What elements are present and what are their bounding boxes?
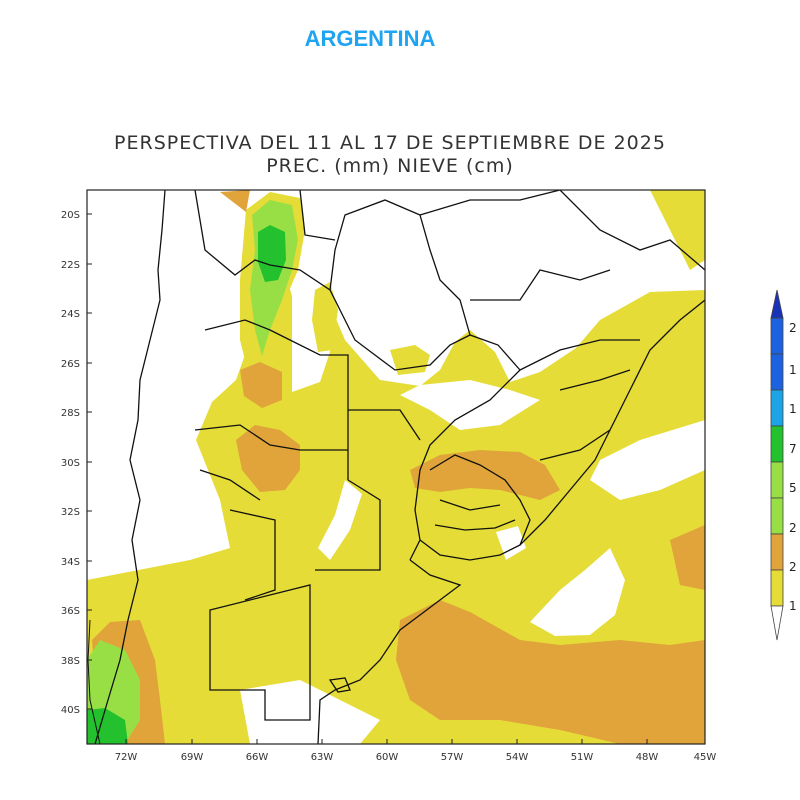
lat-label: 34S (61, 557, 80, 568)
legend-swatch (770, 497, 784, 535)
lat-label: 38S (61, 656, 80, 667)
legend-swatch (770, 425, 784, 463)
legend-label: 2 (789, 560, 797, 574)
lat-label: 26S (61, 359, 80, 370)
lon-label: 45W (694, 752, 717, 763)
lat-label: 36S (61, 606, 80, 617)
lat-label: 32S (61, 507, 80, 518)
legend-label: 7 (789, 442, 797, 456)
legend-label: 2 (789, 521, 797, 535)
lon-label: 60W (376, 752, 399, 763)
precip-zone-heavy (396, 600, 705, 744)
map-subtitle: PREC. (mm) NIEVE (cm) (266, 155, 514, 177)
legend-label: 5 (789, 481, 797, 495)
legend-label: 2 (789, 321, 797, 335)
map-title: PERSPECTIVA DEL 11 AL 17 DE SEPTIEMBRE D… (114, 132, 666, 154)
precipitation-layer (87, 190, 705, 744)
map-frame (86, 189, 706, 745)
lon-label: 54W (506, 752, 529, 763)
legend-swatch (770, 353, 784, 391)
lat-label: 22S (61, 260, 80, 271)
lon-label: 63W (311, 752, 334, 763)
lat-label: 24S (61, 309, 80, 320)
country-header: ARGENTINA (304, 26, 436, 51)
lat-label: 28S (61, 408, 80, 419)
lon-label: 69W (181, 752, 204, 763)
legend-swatch (770, 605, 784, 641)
lon-label: 66W (246, 752, 269, 763)
legend-label: 1 (789, 599, 797, 613)
legend-swatch (770, 389, 784, 427)
legend-label: 1 (789, 402, 797, 416)
lat-label: 30S (61, 458, 80, 469)
lat-label: 20S (61, 210, 80, 221)
boundaries-layer (87, 190, 705, 744)
legend-label: 1 (789, 363, 797, 377)
legend-swatch (770, 461, 784, 499)
color-legend (770, 289, 784, 641)
lat-label: 40S (61, 705, 80, 716)
lon-label: 51W (571, 752, 594, 763)
legend-swatch (770, 533, 784, 571)
legend-swatch (770, 289, 784, 319)
lon-label: 57W (441, 752, 464, 763)
legend-swatch (770, 569, 784, 607)
legend-swatch (770, 317, 784, 355)
lon-label: 48W (636, 752, 659, 763)
lon-label: 72W (115, 752, 138, 763)
